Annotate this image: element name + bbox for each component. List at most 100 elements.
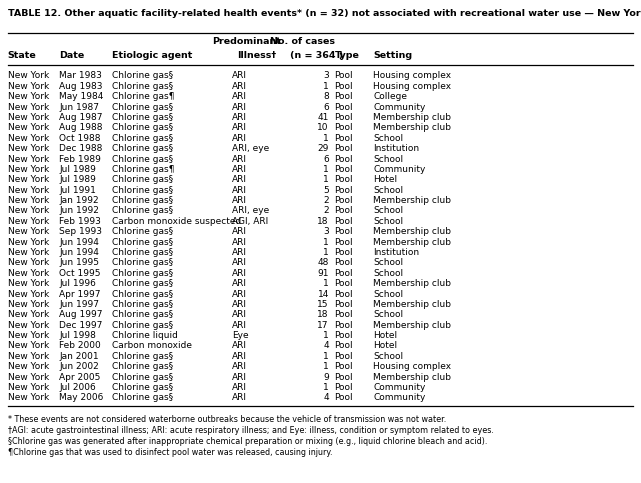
Text: Chlorine gas§: Chlorine gas§ <box>112 258 173 268</box>
Text: Hotel: Hotel <box>373 175 397 185</box>
Text: New York: New York <box>8 207 49 215</box>
Text: ARI: ARI <box>232 165 247 174</box>
Text: 8: 8 <box>323 92 329 101</box>
Text: (n = 364 ): (n = 364 ) <box>290 51 343 60</box>
Text: Aug 1988: Aug 1988 <box>59 123 103 132</box>
Text: ARI: ARI <box>232 289 247 298</box>
Text: 1: 1 <box>323 248 329 257</box>
Text: Jan 1992: Jan 1992 <box>59 196 99 205</box>
Text: ARI: ARI <box>232 383 247 392</box>
Text: Pool: Pool <box>335 300 353 309</box>
Text: Chlorine gas§: Chlorine gas§ <box>112 352 173 361</box>
Text: Membership club: Membership club <box>373 321 451 330</box>
Text: ARI: ARI <box>232 82 247 91</box>
Text: Apr 1997: Apr 1997 <box>59 289 101 298</box>
Text: Chlorine gas¶: Chlorine gas¶ <box>112 92 175 101</box>
Text: Community: Community <box>373 165 426 174</box>
Text: New York: New York <box>8 92 49 101</box>
Text: Institution: Institution <box>373 144 419 153</box>
Text: New York: New York <box>8 310 49 319</box>
Text: Date: Date <box>59 51 84 60</box>
Text: Jun 1992: Jun 1992 <box>59 207 99 215</box>
Text: Pool: Pool <box>335 227 353 236</box>
Text: Type: Type <box>335 51 360 60</box>
Text: New York: New York <box>8 331 49 340</box>
Text: Pool: Pool <box>335 175 353 185</box>
Text: * These events are not considered waterborne outbreaks because the vehicle of tr: * These events are not considered waterb… <box>8 415 446 424</box>
Text: Pool: Pool <box>335 134 353 143</box>
Text: New York: New York <box>8 341 49 351</box>
Text: ¶Chlorine gas that was used to disinfect pool water was released, causing injury: ¶Chlorine gas that was used to disinfect… <box>8 448 332 457</box>
Text: Jan 2001: Jan 2001 <box>59 352 99 361</box>
Text: Pool: Pool <box>335 393 353 402</box>
Text: May 1984: May 1984 <box>59 92 103 101</box>
Text: Pool: Pool <box>335 155 353 164</box>
Text: Chlorine gas§: Chlorine gas§ <box>112 248 173 257</box>
Text: 1: 1 <box>323 383 329 392</box>
Text: 6: 6 <box>323 102 329 112</box>
Text: 18: 18 <box>317 217 329 226</box>
Text: Community: Community <box>373 102 426 112</box>
Text: New York: New York <box>8 300 49 309</box>
Text: New York: New York <box>8 238 49 247</box>
Text: Chlorine gas§: Chlorine gas§ <box>112 289 173 298</box>
Text: Housing complex: Housing complex <box>373 71 451 81</box>
Text: School: School <box>373 134 403 143</box>
Text: School: School <box>373 207 403 215</box>
Text: Chlorine gas§: Chlorine gas§ <box>112 227 173 236</box>
Text: Aug 1983: Aug 1983 <box>59 82 103 91</box>
Text: Pool: Pool <box>335 82 353 91</box>
Text: Chlorine gas§: Chlorine gas§ <box>112 175 173 185</box>
Text: ARI: ARI <box>232 300 247 309</box>
Text: 41: 41 <box>317 113 329 122</box>
Text: Membership club: Membership club <box>373 300 451 309</box>
Text: New York: New York <box>8 289 49 298</box>
Text: New York: New York <box>8 113 49 122</box>
Text: New York: New York <box>8 165 49 174</box>
Text: Pool: Pool <box>335 279 353 288</box>
Text: Pool: Pool <box>335 248 353 257</box>
Text: School: School <box>373 269 403 278</box>
Text: Pool: Pool <box>335 310 353 319</box>
Text: Chlorine gas§: Chlorine gas§ <box>112 373 173 382</box>
Text: Jun 1995: Jun 1995 <box>59 258 99 268</box>
Text: New York: New York <box>8 123 49 132</box>
Text: Chlorine gas¶: Chlorine gas¶ <box>112 165 175 174</box>
Text: ARI: ARI <box>232 155 247 164</box>
Text: Chlorine gas§: Chlorine gas§ <box>112 102 173 112</box>
Text: ARI: ARI <box>232 248 247 257</box>
Text: Jul 1991: Jul 1991 <box>59 185 96 195</box>
Text: New York: New York <box>8 248 49 257</box>
Text: Chlorine gas§: Chlorine gas§ <box>112 393 173 402</box>
Text: Jul 1998: Jul 1998 <box>59 331 96 340</box>
Text: Jun 2002: Jun 2002 <box>59 362 99 371</box>
Text: ARI: ARI <box>232 269 247 278</box>
Text: Pool: Pool <box>335 102 353 112</box>
Text: Chlorine gas§: Chlorine gas§ <box>112 383 173 392</box>
Text: 91: 91 <box>317 269 329 278</box>
Text: May 2006: May 2006 <box>59 393 103 402</box>
Text: 3: 3 <box>323 227 329 236</box>
Text: Housing complex: Housing complex <box>373 82 451 91</box>
Text: Pool: Pool <box>335 269 353 278</box>
Text: School: School <box>373 185 403 195</box>
Text: 4: 4 <box>323 341 329 351</box>
Text: Mar 1983: Mar 1983 <box>59 71 102 81</box>
Text: ARI, eye: ARI, eye <box>232 144 269 153</box>
Text: 1: 1 <box>323 165 329 174</box>
Text: ARI: ARI <box>232 238 247 247</box>
Text: Jun 1994: Jun 1994 <box>59 238 99 247</box>
Text: New York: New York <box>8 321 49 330</box>
Text: ARI: ARI <box>232 341 247 351</box>
Text: 15: 15 <box>317 300 329 309</box>
Text: Membership club: Membership club <box>373 279 451 288</box>
Text: Chlorine gas§: Chlorine gas§ <box>112 300 173 309</box>
Text: New York: New York <box>8 71 49 81</box>
Text: 1: 1 <box>323 134 329 143</box>
Text: New York: New York <box>8 82 49 91</box>
Text: 1: 1 <box>323 279 329 288</box>
Text: 5: 5 <box>323 185 329 195</box>
Text: Pool: Pool <box>335 321 353 330</box>
Text: Dec 1997: Dec 1997 <box>59 321 103 330</box>
Text: Eye: Eye <box>232 331 249 340</box>
